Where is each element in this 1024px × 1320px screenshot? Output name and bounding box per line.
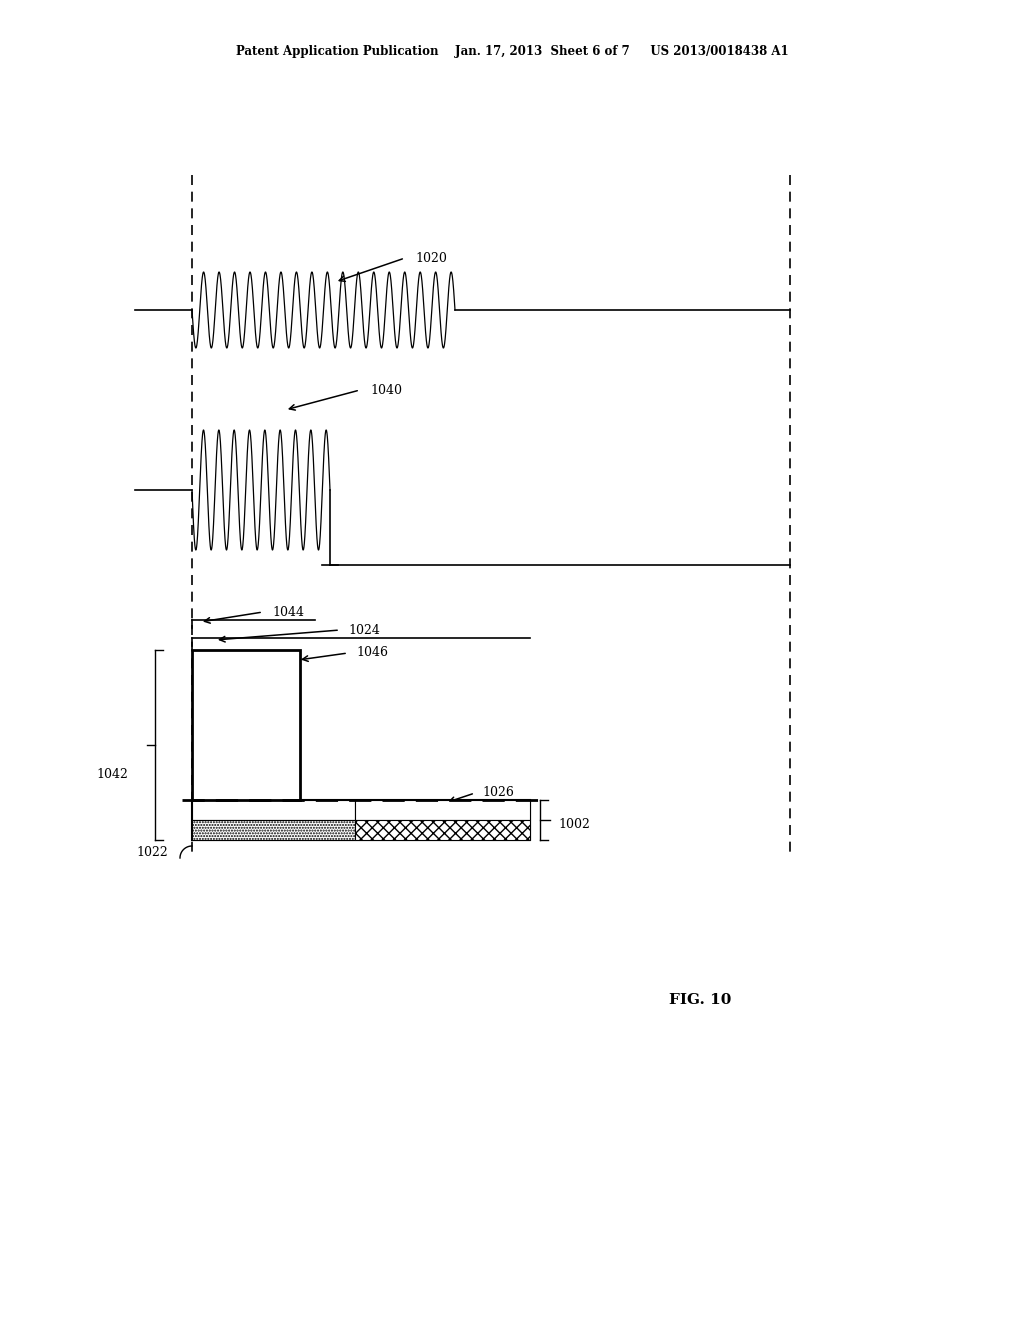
Text: 1062: 1062 [221, 825, 247, 834]
Bar [193, 800, 355, 820]
Text: 1061: 1061 [221, 805, 247, 814]
Text: 1026: 1026 [482, 787, 514, 800]
Bar [193, 800, 530, 840]
Text: FIG. 10: FIG. 10 [669, 993, 731, 1007]
Text: Patent Application Publication    Jan. 17, 2013  Sheet 6 of 7     US 2013/001843: Patent Application Publication Jan. 17, … [236, 45, 788, 58]
Text: 1022: 1022 [136, 846, 168, 858]
Text: 1024: 1024 [348, 623, 380, 636]
Bar [355, 800, 530, 820]
Text: 1046: 1046 [356, 647, 388, 660]
Bar [193, 649, 300, 800]
Text: 1065: 1065 [230, 723, 262, 737]
Bar [355, 820, 530, 840]
Text: 1044: 1044 [272, 606, 304, 619]
Text: 1040: 1040 [370, 384, 402, 396]
Text: 1020: 1020 [415, 252, 446, 264]
Text: 1042: 1042 [96, 768, 128, 781]
Text: 1064: 1064 [356, 825, 383, 834]
Bar [193, 820, 355, 840]
Text: 1002: 1002 [558, 818, 590, 832]
Text: 1063: 1063 [356, 805, 383, 814]
